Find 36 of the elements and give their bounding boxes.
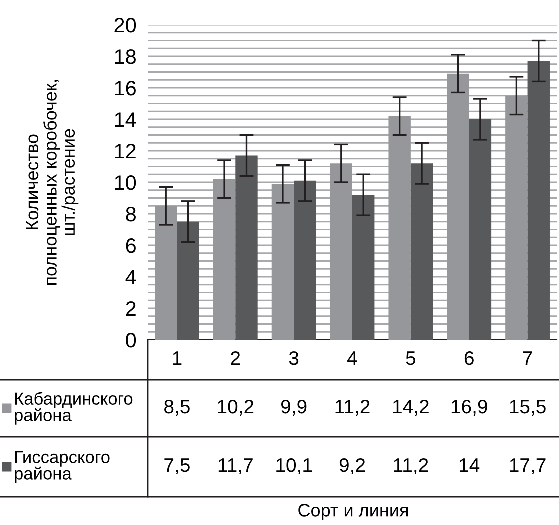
y-tick-label: 14 <box>115 112 136 128</box>
y-tick-label: 18 <box>115 50 136 64</box>
x-tick-label: 3 <box>289 351 299 366</box>
y-tick-label: 0 <box>126 333 136 348</box>
data-label: 16,9 <box>452 400 488 416</box>
data-label: 9,2 <box>340 458 366 475</box>
x-tick-label: 2 <box>231 351 240 366</box>
legend-label: Гиссарского района <box>15 451 110 484</box>
data-label: 17,7 <box>510 458 546 475</box>
x-tick-label: 6 <box>464 351 474 366</box>
y-tick-label: 10 <box>115 176 136 190</box>
data-label: 15,5 <box>510 400 546 416</box>
text: Сорт и линия <box>298 504 408 520</box>
x-tick-label: 7 <box>523 352 532 366</box>
data-label: 10,1 <box>276 458 312 475</box>
x-tick-label: 4 <box>348 352 358 366</box>
data-label: 11,2 <box>336 400 370 416</box>
data-label: 7,5 <box>164 458 190 475</box>
data-label: 10,2 <box>218 400 254 416</box>
y-tick-label: 16 <box>115 81 136 96</box>
legend-label: Кабардинского района <box>15 392 133 425</box>
data-label: 14 <box>460 458 480 472</box>
data-label: 11,2 <box>394 458 428 475</box>
y-tick-label: 4 <box>126 270 136 285</box>
y-tick-label: 6 <box>126 238 136 254</box>
y-axis-title: Количество полноценных коробочек, шт./растение <box>26 80 79 286</box>
data-label: 9,9 <box>281 400 307 416</box>
data-label: 14,2 <box>393 400 429 416</box>
y-tick-label: 12 <box>115 144 136 159</box>
data-label: 11,7 <box>218 458 253 475</box>
x-tick-label: 1 <box>173 352 182 366</box>
y-tick-label: 2 <box>126 302 136 316</box>
x-tick-label: 5 <box>406 352 416 366</box>
y-tick-label: 8 <box>126 207 136 222</box>
y-tick-label: 20 <box>114 18 136 33</box>
data-label: 8,5 <box>164 400 190 416</box>
